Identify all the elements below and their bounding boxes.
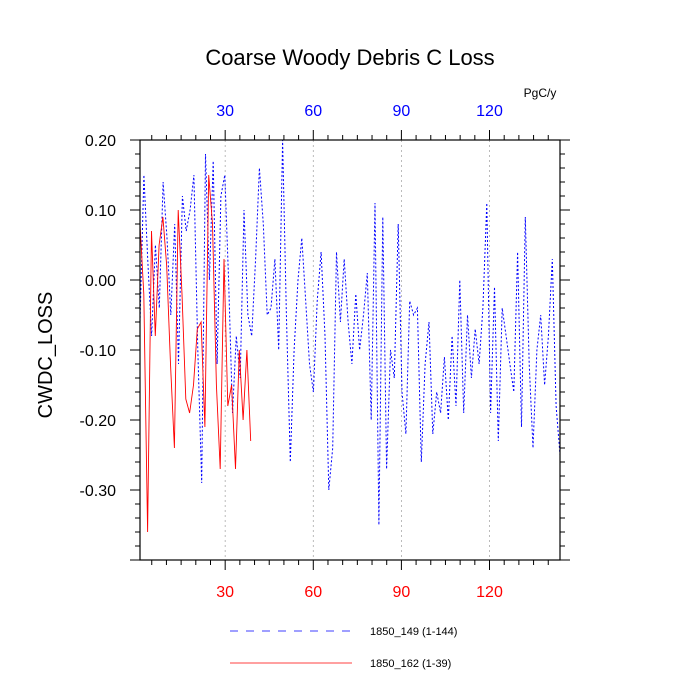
x-tick-label-bottom-3: 120	[476, 584, 503, 601]
y-tick-label-2: 0.00	[85, 273, 116, 290]
x-tick-label-top-3: 120	[476, 103, 503, 120]
grid-lines	[224, 140, 490, 560]
series-layer	[139, 139, 561, 533]
x-tick-label-top-2: 90	[393, 103, 411, 120]
legend: 1850_149 (1-144) 1850_162 (1-39)	[230, 626, 457, 670]
axes: 0.20 0.10 0.00 -0.10 -0.20 -0.30 30 30 60 60 90 90 1…	[80, 103, 570, 601]
series-line-1	[139, 139, 561, 526]
legend-label-1: 1850_149 (1-144)	[370, 626, 457, 638]
y-tick-label-3: -0.10	[80, 343, 117, 360]
chart-title: Coarse Woody Debris C Loss	[205, 45, 494, 70]
y-axis-label: CWDC_LOSS	[35, 292, 57, 419]
y-tick-label-0: 0.20	[85, 133, 116, 150]
x-tick-label-top-0: 30	[216, 103, 234, 120]
x-tick-label-bottom-1: 60	[304, 584, 322, 601]
y-tick-label-4: -0.20	[80, 413, 117, 430]
series-line-2	[139, 174, 252, 533]
x-tick-label-bottom-0: 30	[216, 584, 234, 601]
legend-label-2: 1850_162 (1-39)	[370, 658, 451, 670]
y-tick-label-1: 0.10	[85, 203, 116, 220]
top-axis-units: PgC/y	[524, 86, 557, 100]
y-tick-label-5: -0.30	[80, 483, 117, 500]
x-tick-label-bottom-2: 90	[393, 584, 411, 601]
x-tick-label-top-1: 60	[304, 103, 322, 120]
